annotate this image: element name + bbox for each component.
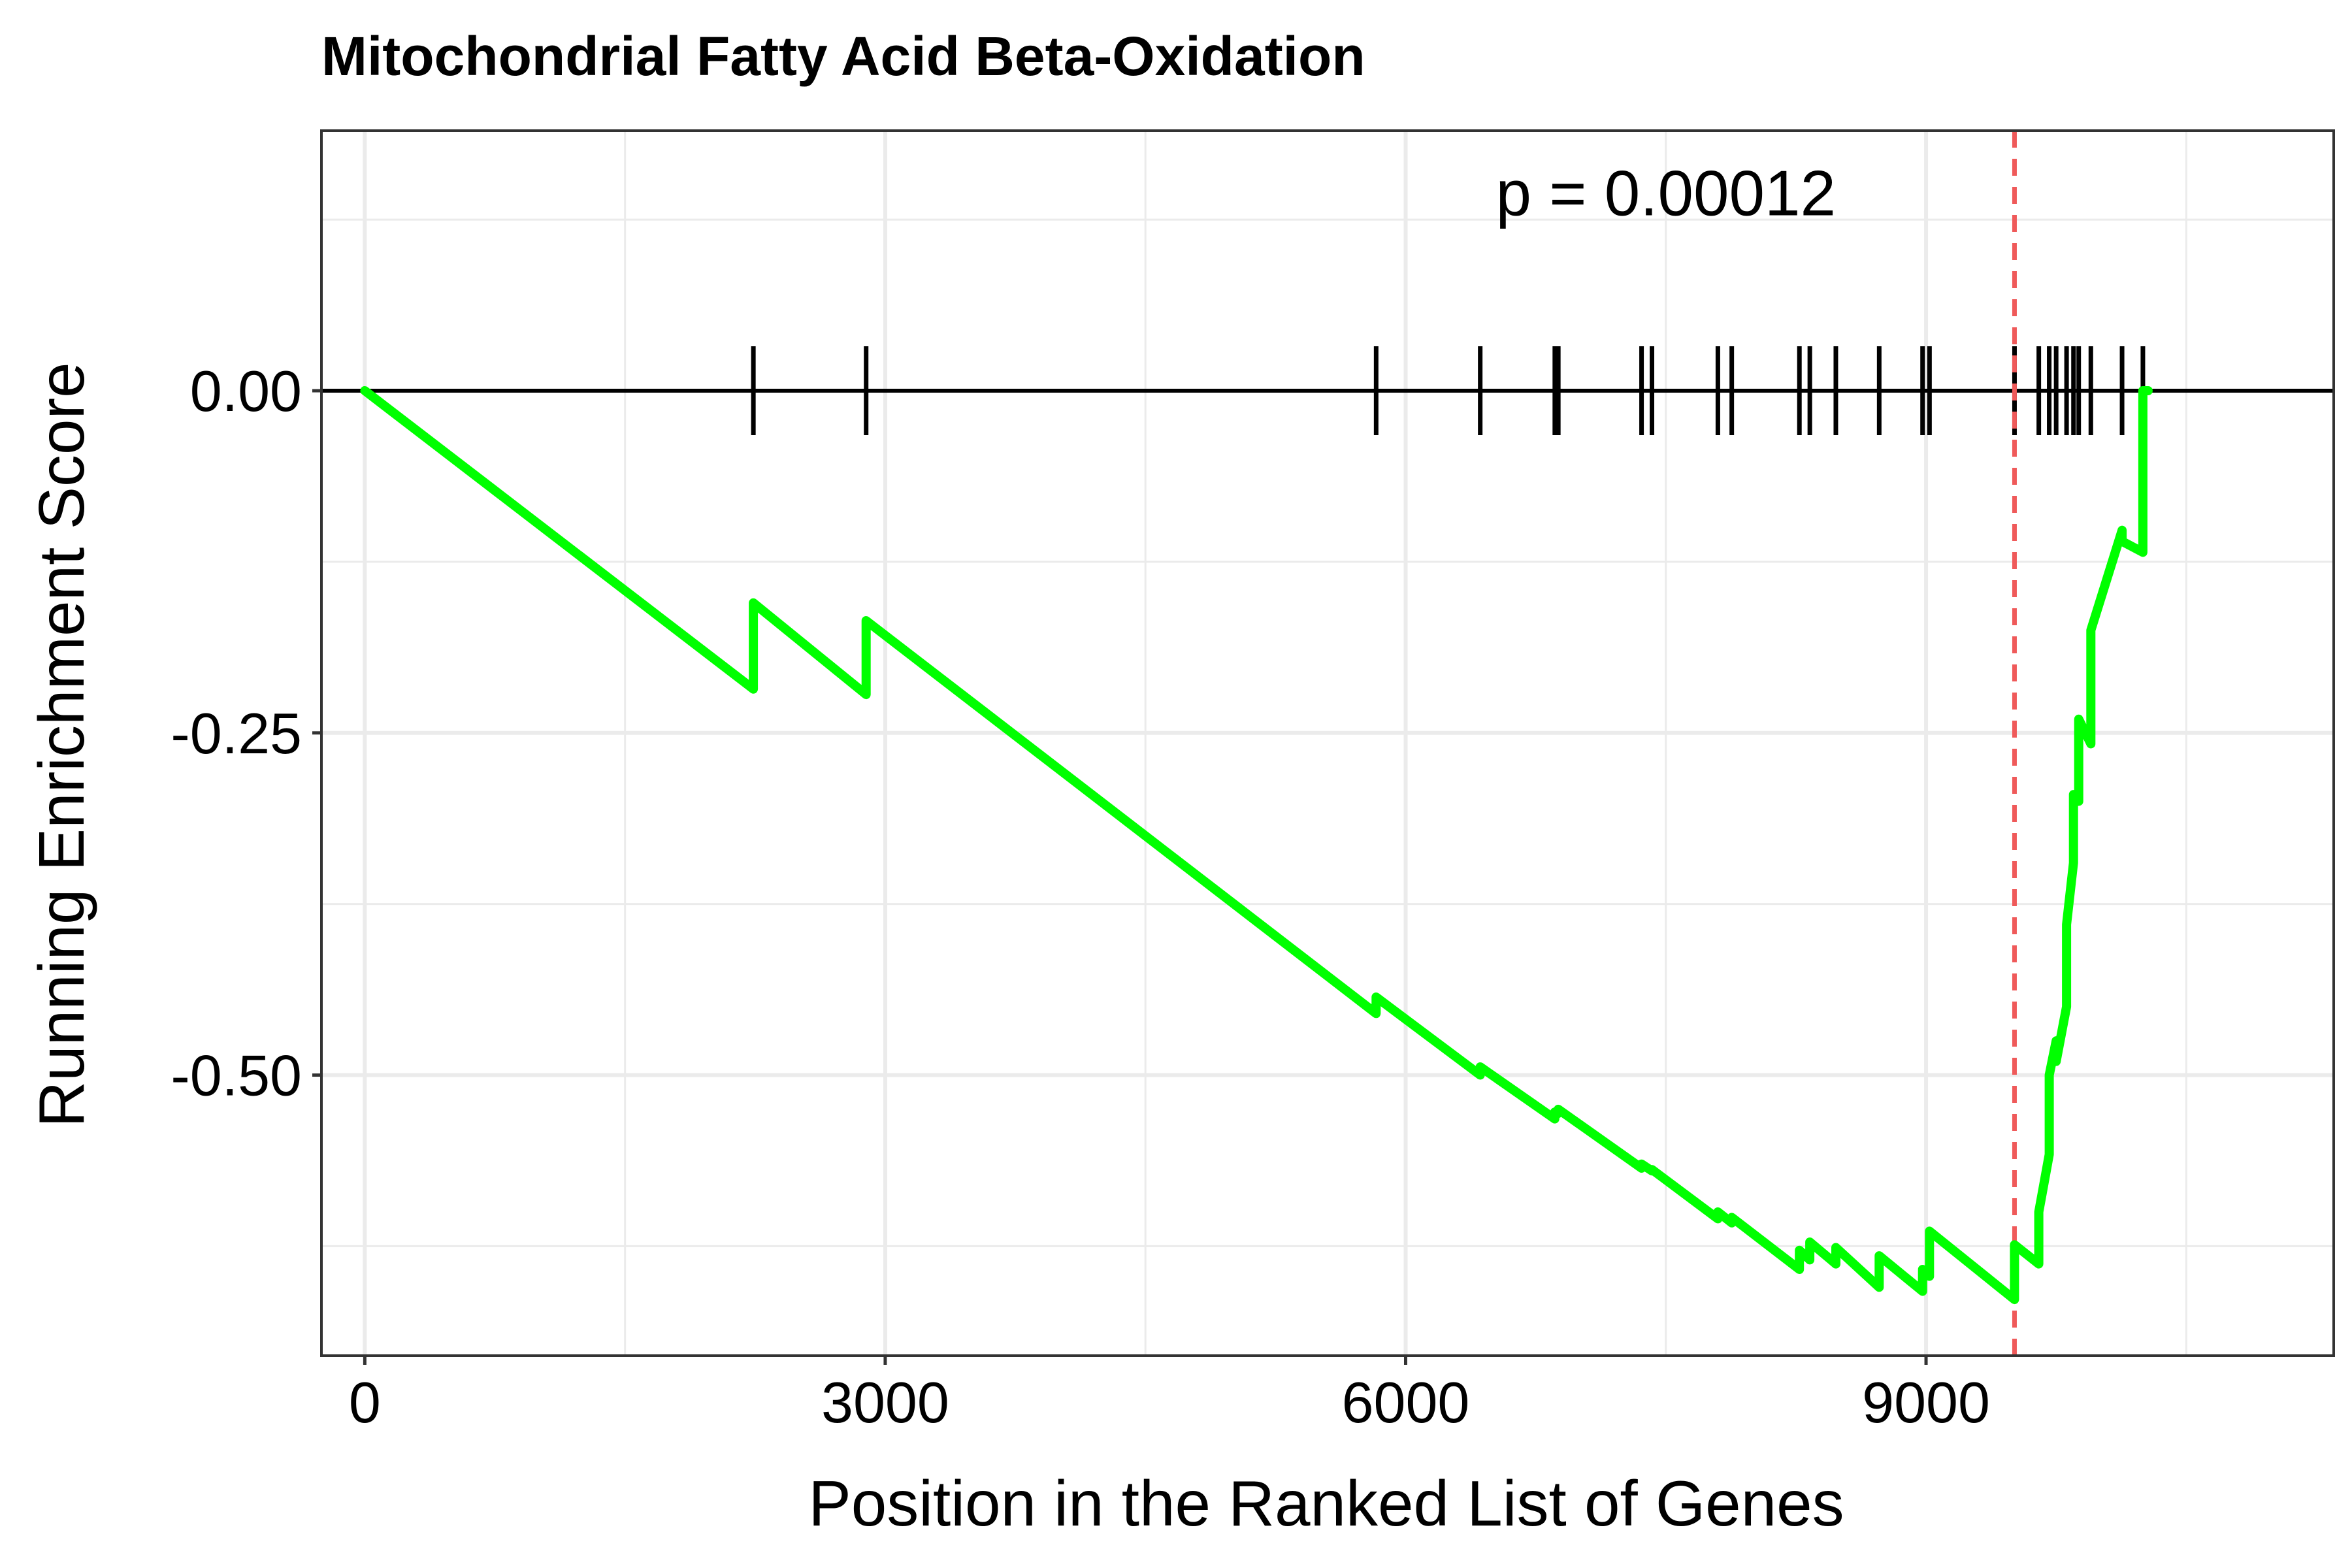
- x-tick-label: 0: [349, 1370, 381, 1435]
- x-tick-label: 6000: [1342, 1370, 1470, 1435]
- chart-title: Mitochondrial Fatty Acid Beta-Oxidation: [321, 25, 1365, 87]
- series-group: [360, 386, 2153, 1305]
- series-line: [360, 386, 2153, 1305]
- p-value-annotation: p = 0.00012: [1496, 157, 1836, 229]
- y-axis-title: Running Enrichment Score: [25, 362, 97, 1127]
- y-tick-label: 0.00: [190, 359, 302, 423]
- x-axis-title: Position in the Ranked List of Genes: [808, 1467, 1844, 1539]
- axes: 0 3000 6000 9000 0.00 -0.25 -0.50: [171, 359, 1989, 1435]
- y-tick-label: -0.25: [171, 701, 302, 766]
- x-tick-label: 3000: [821, 1370, 949, 1435]
- y-tick-label: -0.50: [171, 1043, 302, 1108]
- x-tick-label: 9000: [1862, 1370, 1990, 1435]
- panel-border: [320, 129, 2335, 1357]
